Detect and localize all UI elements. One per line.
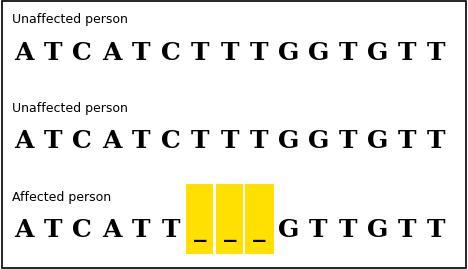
Text: G: G (278, 41, 300, 65)
Text: T: T (220, 129, 239, 153)
Text: T: T (397, 129, 416, 153)
Text: T: T (427, 129, 446, 153)
Text: G: G (366, 218, 388, 242)
Text: T: T (132, 218, 151, 242)
Text: C: C (73, 218, 92, 242)
Text: T: T (250, 129, 269, 153)
Text: T: T (220, 41, 239, 65)
Text: A: A (102, 129, 122, 153)
Bar (186, 184, 214, 254)
Bar (245, 184, 274, 254)
Text: T: T (309, 218, 328, 242)
Text: T: T (427, 41, 446, 65)
Text: T: T (44, 129, 62, 153)
Text: T: T (161, 218, 180, 242)
Text: C: C (161, 129, 181, 153)
Bar (243, 184, 245, 254)
Text: Unaffected person: Unaffected person (12, 13, 128, 26)
Text: T: T (132, 41, 151, 65)
Text: _: _ (194, 218, 206, 242)
Text: C: C (73, 129, 92, 153)
Text: A: A (14, 218, 33, 242)
Text: T: T (44, 218, 62, 242)
Text: T: T (427, 218, 446, 242)
Text: _: _ (253, 218, 265, 242)
Text: G: G (366, 129, 388, 153)
Text: A: A (102, 218, 122, 242)
Text: T: T (191, 129, 210, 153)
Text: A: A (14, 41, 33, 65)
Text: T: T (397, 41, 416, 65)
Text: T: T (338, 218, 357, 242)
Text: G: G (307, 41, 329, 65)
Text: C: C (73, 41, 92, 65)
Bar (216, 184, 244, 254)
Text: T: T (44, 41, 62, 65)
Text: A: A (14, 129, 33, 153)
Text: T: T (191, 41, 210, 65)
Text: G: G (278, 129, 300, 153)
Text: T: T (132, 129, 151, 153)
Bar (213, 184, 216, 254)
Text: Affected person: Affected person (12, 191, 111, 204)
Text: T: T (250, 41, 269, 65)
Text: T: T (397, 218, 416, 242)
Text: _: _ (224, 218, 236, 242)
Text: C: C (161, 41, 181, 65)
Text: T: T (338, 129, 357, 153)
Text: G: G (278, 218, 300, 242)
Text: G: G (307, 129, 329, 153)
Text: G: G (366, 41, 388, 65)
Text: T: T (338, 41, 357, 65)
Text: Unaffected person: Unaffected person (12, 102, 128, 115)
Text: A: A (102, 41, 122, 65)
